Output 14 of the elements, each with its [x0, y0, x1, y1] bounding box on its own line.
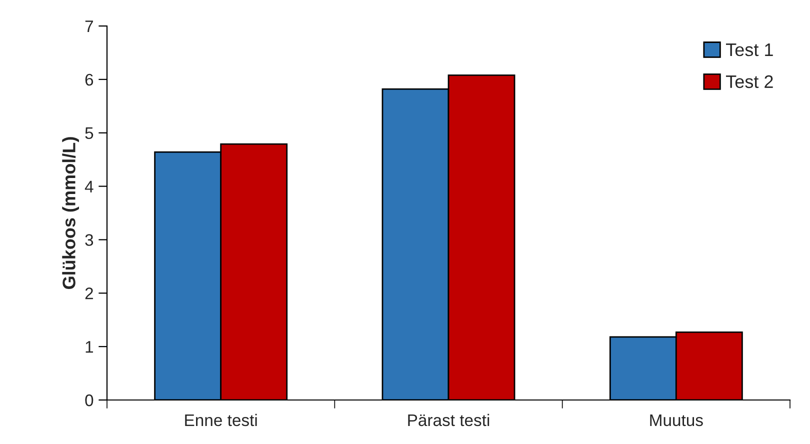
x-tick-label: Pärast testi: [408, 414, 490, 426]
y-tick-label: 3: [85, 234, 94, 246]
y-tick-label: 4: [84, 180, 94, 192]
y-tick-label: 2: [85, 288, 93, 300]
y-tick-label: 7: [85, 20, 93, 32]
legend-label: Test 2: [726, 75, 773, 88]
x-tick-label: Enne testi: [185, 414, 257, 426]
y-tick-label: 1: [86, 341, 93, 353]
legend-label: Test 1: [726, 44, 773, 56]
x-tick-label: Muutus: [650, 414, 703, 426]
y-tick-label: 6: [85, 74, 94, 86]
y-tick-label: 0: [85, 394, 94, 406]
y-tick-label: 5: [85, 127, 94, 140]
y-axis-title: Glükoos (mmol/L): [62, 137, 79, 289]
